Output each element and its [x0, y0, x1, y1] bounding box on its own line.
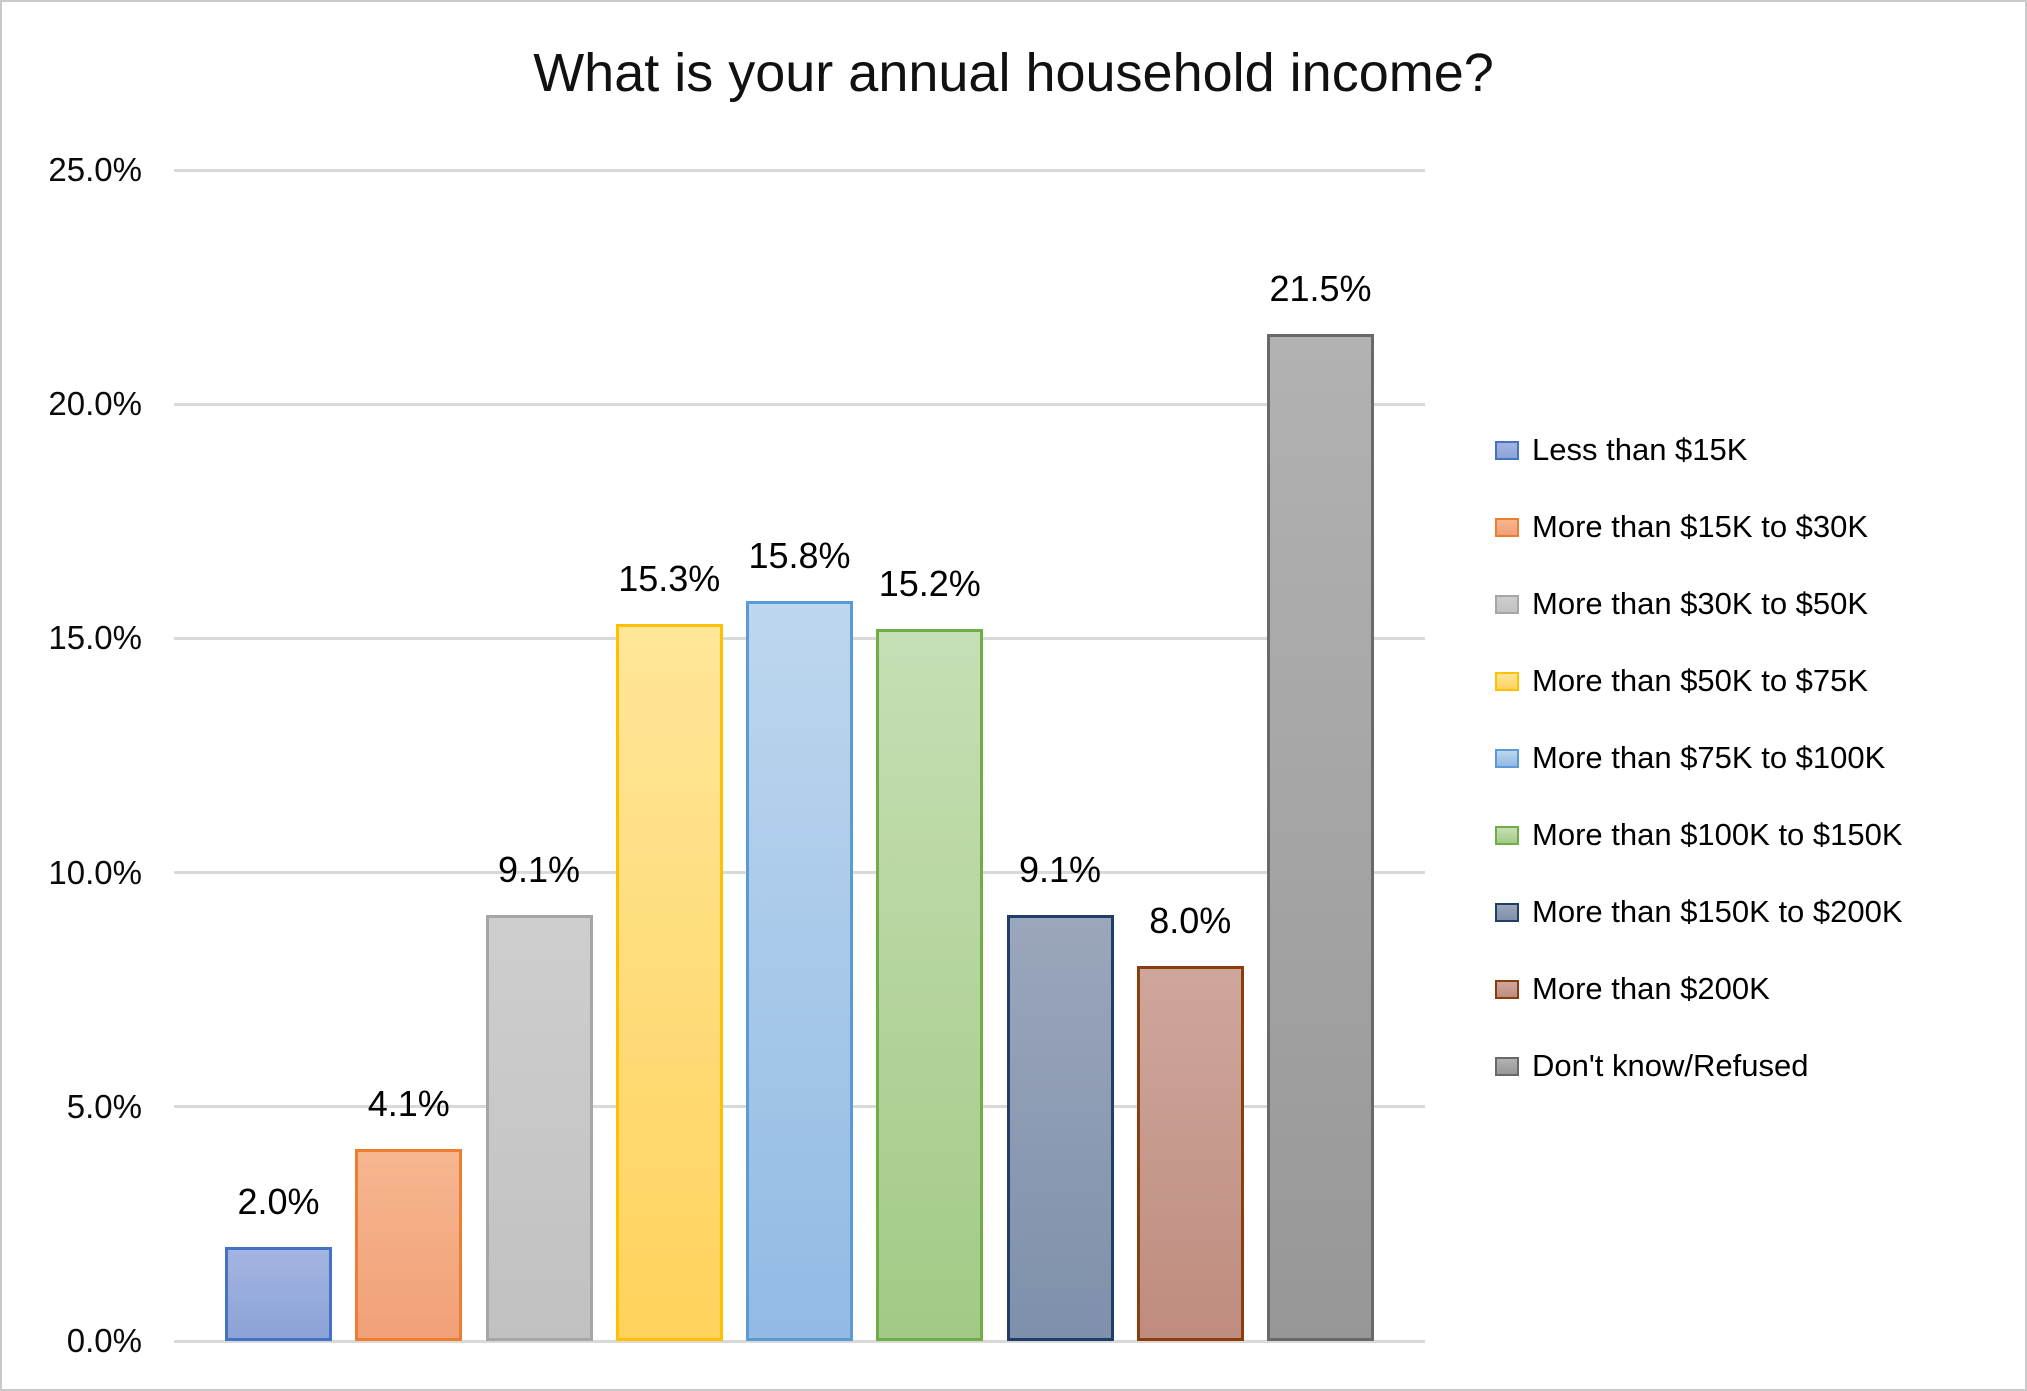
data-label-more-than-200k: 8.0%	[1149, 900, 1232, 942]
legend-item-dont-know-refused: Don't know/Refused	[1495, 1043, 1808, 1089]
legend-item-more-than-200k: More than $200K	[1495, 966, 1770, 1012]
y-axis-tick-label: 0.0%	[66, 1322, 142, 1359]
y-axis-tick-label: 10.0%	[48, 853, 142, 891]
legend-label: More than $200K	[1532, 971, 1770, 1006]
legend-swatch-icon	[1495, 1056, 1519, 1076]
y-axis-tick-label: 20.0%	[48, 385, 142, 423]
legend-item-15k-to-30k: More than $15K to $30K	[1495, 504, 1868, 550]
legend-label: More than $150K to $200K	[1532, 894, 1903, 929]
gridline-0.0%	[174, 1339, 1425, 1343]
legend-swatch-icon	[1495, 671, 1519, 691]
gridline-20.0%	[174, 402, 1425, 406]
legend-label: More than $30K to $50K	[1532, 586, 1869, 621]
bar-dont-know-refused	[1267, 333, 1374, 1341]
data-label-less-than-15k: 2.0%	[237, 1181, 320, 1223]
legend-item-50k-to-75k: More than $50K to $75K	[1495, 658, 1868, 704]
chart-title: What is your annual household income?	[533, 43, 1494, 103]
data-label-30k-to-50k: 9.1%	[497, 848, 581, 890]
legend-item-75k-to-100k: More than $75K to $100K	[1495, 735, 1885, 781]
legend-swatch-icon	[1495, 825, 1519, 845]
legend-item-150k-to-200k: More than $150K to $200K	[1495, 889, 1903, 935]
legend-item-100k-to-150k: More than $100K to $150K	[1495, 812, 1903, 858]
bar-100k-to-150k	[876, 629, 984, 1341]
data-label-75k-to-100k: 15.8%	[748, 534, 851, 576]
legend-swatch-icon	[1495, 594, 1519, 614]
bar-30k-to-50k	[485, 914, 593, 1341]
bar-15k-to-30k	[355, 1148, 463, 1341]
legend-swatch-icon	[1495, 902, 1519, 922]
data-label-50k-to-75k: 15.3%	[618, 558, 721, 600]
bar-150k-to-200k	[1006, 914, 1114, 1341]
bar-more-than-200k	[1136, 966, 1244, 1341]
y-axis-tick-label: 15.0%	[48, 619, 142, 657]
legend-label: More than $50K to $75K	[1532, 663, 1869, 698]
data-label-150k-to-200k: 9.1%	[1018, 848, 1102, 890]
legend-swatch-icon	[1495, 979, 1519, 999]
legend-swatch-icon	[1495, 748, 1519, 768]
y-axis-tick-label: 5.0%	[66, 1087, 142, 1125]
legend-label: Don't know/Refused	[1532, 1048, 1809, 1083]
bar-75k-to-100k	[746, 600, 853, 1341]
gridline-25.0%	[174, 168, 1425, 172]
legend-item-30k-to-50k: More than $30K to $50K	[1495, 581, 1868, 627]
data-label-100k-to-150k: 15.2%	[878, 563, 981, 605]
data-label-15k-to-30k: 4.1%	[367, 1082, 450, 1124]
legend-swatch-icon	[1495, 517, 1519, 537]
legend-label: More than $15K to $30K	[1532, 509, 1869, 544]
data-label-dont-know-refused: 21.5%	[1269, 267, 1372, 309]
y-axis-tick-label: 25.0%	[48, 151, 142, 188]
legend-label: More than $75K to $100K	[1532, 740, 1886, 775]
legend-label: More than $100K to $150K	[1532, 817, 1903, 852]
bar-50k-to-75k	[615, 624, 723, 1341]
legend-item-less-than-15k: Less than $15K	[1495, 427, 1747, 473]
bar-less-than-15k	[225, 1247, 332, 1341]
legend-label: Less than $15K	[1532, 432, 1748, 467]
legend-swatch-icon	[1495, 440, 1519, 460]
